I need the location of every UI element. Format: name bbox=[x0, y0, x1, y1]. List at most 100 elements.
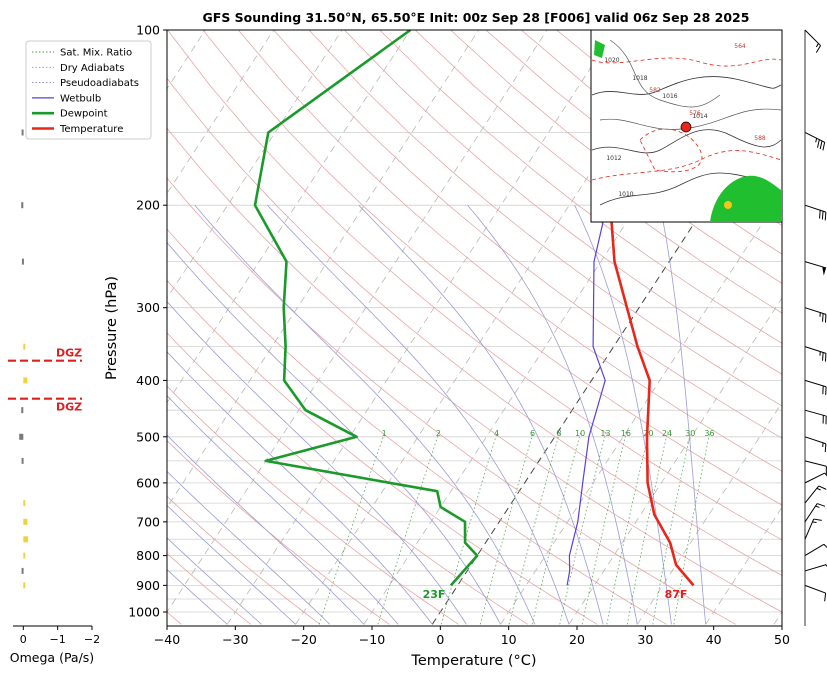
legend-entry-label: Dry Adiabats bbox=[60, 63, 124, 74]
omega-panel: 0 −1 −2 DGZ DGZ Omega (Pa/s) bbox=[8, 129, 100, 665]
dry-adiabat bbox=[414, 30, 782, 314]
legend-entry-label: Temperature bbox=[59, 124, 123, 135]
mixing-ratio-line bbox=[318, 431, 386, 625]
inset-location-marker bbox=[680, 121, 692, 133]
pseudoadiabat bbox=[167, 434, 365, 625]
isotherm-line bbox=[167, 30, 548, 613]
dry-adiabat bbox=[308, 30, 782, 407]
x-tick-label: 40 bbox=[706, 632, 722, 647]
omega-tick-label: −1 bbox=[50, 633, 66, 646]
mixing-ratio-label: 36 bbox=[704, 429, 714, 438]
wind-barb bbox=[804, 132, 826, 151]
wind-barb-full bbox=[819, 210, 821, 219]
dry-adiabat bbox=[167, 127, 782, 613]
legend-entry-label: Pseudoadiabats bbox=[60, 78, 139, 89]
dry-adiabat bbox=[167, 279, 598, 625]
omega-bar bbox=[23, 582, 26, 589]
wind-barb bbox=[804, 29, 821, 53]
plot-frame bbox=[166, 29, 783, 627]
dewpoint-profile bbox=[253, 30, 479, 587]
wind-barb bbox=[804, 409, 827, 425]
inset-map-lines: 1020 1018 1016 1014 1012 1010 576 582 564 588 bbox=[591, 39, 782, 222]
inset-contour-label: 1020 bbox=[604, 57, 619, 64]
legend-entry-label: Dewpoint bbox=[60, 109, 108, 120]
dry-adiabat bbox=[167, 440, 390, 625]
wind-barb-shaft bbox=[804, 346, 827, 354]
dry-adiabat bbox=[450, 30, 782, 284]
pseudoadiabat bbox=[267, 204, 570, 625]
wind-barb-full bbox=[824, 314, 827, 323]
dry-adiabat bbox=[167, 332, 529, 625]
wind-barb-full bbox=[822, 313, 824, 322]
inset-contour-label: 564 bbox=[734, 43, 746, 50]
wind-barb bbox=[804, 518, 822, 540]
wind-barb-shaft bbox=[804, 503, 818, 523]
wind-barb-shaft bbox=[804, 409, 827, 417]
inset-coastline bbox=[591, 129, 782, 154]
pseudoadiabat bbox=[358, 204, 604, 625]
omega-bar bbox=[21, 407, 24, 414]
x-tick-label: −30 bbox=[222, 632, 248, 647]
wind-barb-half bbox=[815, 43, 819, 48]
isotherm-line bbox=[568, 297, 782, 625]
wind-barb bbox=[804, 472, 827, 484]
y-axis-ticks: 100 200 300 400 500 600 700 800 900 1000 bbox=[128, 23, 167, 620]
pseudoadiabat bbox=[167, 537, 262, 625]
inset-precip-area bbox=[594, 40, 605, 58]
wind-barb-full bbox=[824, 593, 827, 602]
omega-bar bbox=[23, 536, 29, 543]
dry-adiabat bbox=[167, 228, 667, 625]
x-tick-label: 30 bbox=[637, 632, 653, 647]
y-tick-label: 700 bbox=[136, 514, 160, 529]
omega-bar bbox=[23, 377, 28, 384]
pseudoadiabat bbox=[167, 300, 467, 625]
y-tick-label: 400 bbox=[136, 373, 160, 388]
isotherm-line bbox=[167, 30, 343, 299]
wind-barb-full bbox=[822, 142, 826, 151]
x-tick-label: 0 bbox=[436, 632, 444, 647]
y-tick-label: 100 bbox=[136, 23, 160, 38]
omega-axis-label: Omega (Pa/s) bbox=[10, 650, 94, 665]
mixing-ratio-line bbox=[559, 431, 607, 625]
x-tick-label: −40 bbox=[154, 632, 180, 647]
wind-barb-shaft bbox=[804, 436, 827, 445]
dry-adiabat bbox=[273, 30, 782, 439]
omega-bar bbox=[21, 457, 24, 464]
x-tick-label: −20 bbox=[290, 632, 316, 647]
dry-adiabat bbox=[167, 30, 782, 541]
mixing-ratio-label: 1 bbox=[382, 429, 387, 438]
inset-isobar bbox=[609, 39, 721, 108]
dry-adiabat bbox=[167, 77, 782, 576]
omega-bar bbox=[23, 343, 26, 350]
wind-barb-shaft bbox=[804, 584, 826, 594]
surface-temperature-label: 87F bbox=[665, 588, 688, 601]
mixing-ratio-label: 24 bbox=[662, 429, 672, 438]
wind-barb-full bbox=[824, 472, 827, 477]
dry-adiabat bbox=[237, 30, 782, 472]
dry-adiabat bbox=[379, 30, 782, 344]
x-tick-label: 10 bbox=[501, 632, 517, 647]
mixing-ratio-label: 4 bbox=[494, 429, 499, 438]
mixing-ratio-label: 30 bbox=[685, 429, 695, 438]
y-tick-label: 500 bbox=[136, 429, 160, 444]
wind-barb bbox=[804, 204, 827, 221]
inset-height-contour bbox=[639, 128, 703, 173]
pseudoadiabat bbox=[167, 241, 501, 625]
mixing-ratio-line bbox=[581, 431, 627, 625]
omega-bar bbox=[23, 552, 26, 559]
wind-barb-shaft bbox=[804, 460, 827, 467]
y-tick-label: 300 bbox=[136, 300, 160, 315]
pseudoadiabat bbox=[167, 504, 296, 625]
wind-barb-full bbox=[821, 211, 824, 220]
mixing-ratio-label: 13 bbox=[600, 429, 610, 438]
omega-bar bbox=[23, 518, 28, 525]
wind-barb-shaft bbox=[804, 485, 820, 504]
wind-barb-full bbox=[824, 212, 827, 221]
inset-contour-label: 1014 bbox=[692, 113, 707, 120]
y-tick-label: 200 bbox=[136, 198, 160, 213]
x-tick-label: −10 bbox=[359, 632, 385, 647]
wind-barb-shaft bbox=[804, 307, 827, 315]
inset-border bbox=[591, 76, 782, 96]
dry-adiabat bbox=[344, 30, 782, 375]
wind-barb bbox=[804, 379, 827, 395]
